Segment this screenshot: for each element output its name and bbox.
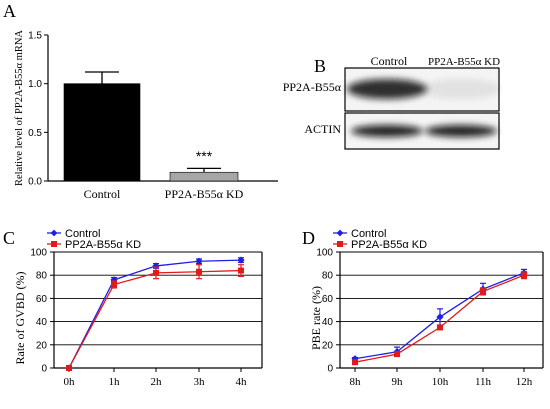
panel-d-legend-marker	[337, 241, 343, 247]
panel-c-y-label: Rate of GVBD (%)	[13, 272, 27, 365]
blot-band	[351, 125, 423, 137]
panel-d-y-tick-label: 80	[322, 271, 334, 282]
panel-d-y-tick-label: 20	[322, 340, 334, 351]
blot-row-actin: ACTIN	[304, 122, 341, 136]
panel-d-y-tick-label: 0	[327, 364, 333, 375]
panel-d-y-label: PBE rate (%)	[309, 286, 323, 350]
panel-a-y-tick-label: 0.0	[28, 177, 42, 188]
panel-d-y-tick-label: 40	[322, 317, 334, 328]
panel-c-legend-label: PP2A-B55α KD	[65, 239, 141, 251]
panel-a-x-tick-label: PP2A-B55α KD	[165, 187, 244, 201]
panel-a-significance: ***	[196, 148, 213, 164]
panel-d-letter: D	[302, 228, 315, 248]
blot-row-pp2a: PP2A-B55α	[283, 80, 342, 94]
panel-c-y-tick-label: 0	[41, 364, 47, 375]
panel-c-point	[66, 365, 72, 371]
blot-band	[347, 79, 427, 99]
panel-d-point	[437, 324, 443, 331]
panel-a-y-tick-label: 1.0	[28, 79, 42, 90]
panel-d-pbe-chart: PBE rate (%)	[309, 286, 323, 350]
panel-b-letter: B	[314, 56, 326, 76]
panel-d-point	[436, 313, 444, 321]
panel-a-y-tick-label: 0.5	[28, 128, 42, 139]
panel-a-y-label: Relative level of PP2A-B55α mRNA	[14, 30, 25, 186]
panel-a-bar	[169, 171, 239, 182]
panel-c-point	[110, 276, 118, 284]
panel-c-x-tick-label: 2h	[151, 376, 163, 388]
panel-d-legend-label: Control	[351, 228, 386, 240]
panel-c-gvbd-chart: Rate of GVBD (%)	[13, 272, 27, 365]
panel-d-y-tick-label: 100	[316, 248, 333, 259]
panel-d-x-tick-label: 10h	[432, 376, 449, 388]
panel-d-x-tick-label: 8h	[350, 376, 362, 388]
western-blot: Control PP2A-B55α KD PP2A-B55α ACTIN	[283, 54, 501, 150]
panel-a-x-tick-label: Control	[84, 187, 121, 201]
panel-d-point	[521, 272, 527, 279]
panel-c-point	[152, 262, 160, 270]
panel-c-y-tick-label: 60	[36, 294, 48, 305]
panel-c-x-tick-label: 1h	[109, 376, 121, 388]
panel-c-y-tick-label: 40	[36, 317, 48, 328]
panel-c-x-tick-label: 4h	[236, 376, 248, 388]
panel-c-point	[196, 268, 202, 275]
panel-a-y-tick-label: 1.5	[28, 31, 42, 42]
panel-c-x-tick-label: 0h	[64, 376, 76, 388]
panel-d-point	[352, 359, 358, 366]
panel-c-letter: C	[3, 228, 15, 248]
panel-c-point	[237, 256, 245, 264]
panel-d-x-tick-label: 9h	[392, 376, 404, 388]
panel-c-legend-marker	[50, 229, 58, 237]
blot-col-kd: PP2A-B55α KD	[428, 56, 500, 68]
panel-d-x-tick-label: 11h	[475, 376, 492, 388]
panel-c-y-tick-label: 100	[30, 248, 47, 259]
panel-c-point	[153, 269, 159, 276]
panel-d-legend-marker	[336, 229, 344, 237]
blot-band	[425, 125, 497, 137]
panel-d-y-tick-label: 60	[322, 294, 334, 305]
panel-c-y-tick-label: 20	[36, 340, 48, 351]
panel-d-point	[394, 351, 400, 358]
panel-d-point	[480, 288, 486, 295]
panel-c-point	[111, 281, 117, 288]
panel-c-legend-marker	[51, 241, 57, 247]
blot-band	[421, 79, 501, 99]
panel-c-legend-label: Control	[65, 228, 100, 240]
panel-c-series-line	[68, 259, 242, 369]
panel-c-point	[238, 267, 244, 274]
panel-d-x-tick-label: 12h	[516, 376, 533, 388]
panel-a-letter: A	[3, 1, 16, 21]
panel-a-bar	[63, 83, 141, 182]
panel-a-bar-chart: Relative level of PP2A-B55α mRNA	[14, 30, 278, 186]
panel-d-legend-label: PP2A-B55α KD	[351, 239, 427, 251]
panel-c-y-tick-label: 80	[36, 271, 48, 282]
panel-c-series-line	[68, 269, 242, 369]
panel-c-x-tick-label: 3h	[194, 376, 206, 388]
blot-col-control: Control	[371, 54, 408, 68]
panel-c-point	[195, 257, 203, 265]
